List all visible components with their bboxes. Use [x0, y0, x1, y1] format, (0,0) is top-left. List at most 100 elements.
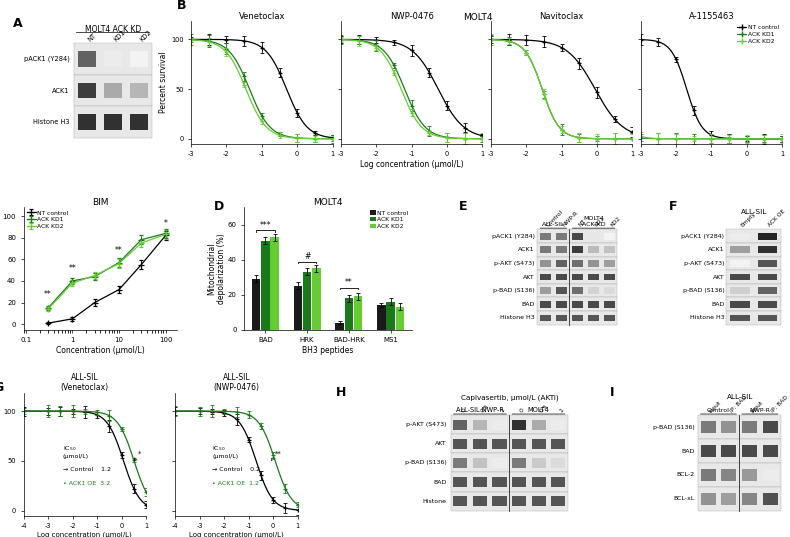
X-axis label: Log concentration (μmol/L): Log concentration (μmol/L) — [37, 532, 132, 537]
Text: G: G — [0, 381, 3, 394]
Text: MOLT4: MOLT4 — [463, 13, 493, 23]
Text: → Control    1.2: → Control 1.2 — [63, 467, 111, 471]
Bar — [453, 496, 468, 506]
Bar — [492, 496, 506, 506]
Text: Input: Input — [750, 400, 764, 414]
Text: BAD: BAD — [433, 480, 446, 484]
Bar — [252, 279, 261, 330]
Bar — [763, 469, 777, 481]
Text: p-AKT (S473): p-AKT (S473) — [684, 261, 724, 266]
Bar — [555, 287, 567, 294]
Bar — [588, 260, 600, 267]
Bar — [336, 323, 344, 330]
Text: **: ** — [345, 278, 352, 287]
Text: IP: BAD: IP: BAD — [729, 395, 747, 414]
Bar — [758, 246, 777, 253]
Text: Empty: Empty — [740, 211, 757, 228]
Bar — [540, 315, 551, 321]
Text: pACK1 (Y284): pACK1 (Y284) — [491, 234, 535, 238]
Bar — [572, 233, 583, 240]
Bar — [377, 305, 386, 330]
Bar — [742, 469, 757, 481]
Bar — [701, 445, 716, 457]
Bar — [588, 233, 600, 240]
Text: BCL-xL: BCL-xL — [673, 496, 694, 501]
Y-axis label: Percent survival: Percent survival — [0, 424, 2, 485]
X-axis label: BH3 peptides: BH3 peptides — [303, 346, 354, 355]
Title: Navitoclax: Navitoclax — [540, 12, 584, 21]
Bar — [532, 420, 546, 430]
Bar — [555, 315, 567, 321]
Text: Histone H3: Histone H3 — [690, 315, 724, 321]
Title: A-1155463: A-1155463 — [689, 12, 734, 21]
Bar — [572, 246, 583, 253]
Bar — [555, 233, 567, 240]
Bar — [698, 415, 781, 439]
Bar — [450, 453, 568, 473]
Text: pACK1 (Y284): pACK1 (Y284) — [24, 56, 70, 62]
Text: Input: Input — [708, 400, 722, 414]
Bar — [492, 439, 506, 448]
Text: #: # — [304, 252, 310, 261]
Bar — [604, 301, 615, 308]
Text: AKT: AKT — [523, 274, 535, 280]
Y-axis label: Mitochondrial
depolarization (%): Mitochondrial depolarization (%) — [207, 233, 227, 304]
Text: E: E — [459, 200, 468, 213]
Bar — [303, 272, 311, 330]
Bar — [551, 439, 565, 448]
Bar — [551, 420, 565, 430]
Text: 0: 0 — [461, 408, 467, 414]
Bar — [540, 287, 551, 294]
Bar — [730, 274, 750, 280]
Bar — [726, 270, 781, 284]
Bar — [492, 477, 506, 487]
Text: D: D — [214, 200, 224, 213]
Bar — [344, 298, 353, 330]
Bar — [730, 301, 750, 308]
Bar — [537, 311, 618, 325]
Bar — [721, 445, 736, 457]
Bar — [537, 270, 618, 284]
Bar — [104, 114, 122, 130]
Title: ALL-SIL
(Venetoclax): ALL-SIL (Venetoclax) — [61, 373, 109, 393]
Bar — [312, 268, 321, 330]
Bar — [572, 260, 583, 267]
Bar — [453, 420, 468, 430]
Text: **: ** — [69, 264, 77, 273]
Text: NT: NT — [577, 219, 587, 228]
Bar — [758, 301, 777, 308]
Text: F: F — [668, 200, 677, 213]
Bar — [572, 274, 583, 280]
Text: IC$_{50}$
(μmol/L): IC$_{50}$ (μmol/L) — [212, 445, 239, 459]
Text: p-AKT (S473): p-AKT (S473) — [406, 422, 446, 427]
Bar — [453, 439, 468, 448]
Y-axis label: Percent survival: Percent survival — [159, 52, 168, 113]
Bar — [726, 243, 781, 257]
Text: • ACK1 OE  3.2: • ACK1 OE 3.2 — [63, 481, 110, 487]
Text: *: * — [164, 219, 167, 228]
Bar — [473, 439, 487, 448]
Bar — [763, 445, 777, 457]
Bar — [726, 297, 781, 311]
Bar — [512, 439, 526, 448]
Bar — [588, 315, 600, 321]
Text: ACK1: ACK1 — [708, 248, 724, 252]
Text: ALL-SIL: ALL-SIL — [542, 222, 565, 227]
Text: 0.5: 0.5 — [539, 404, 549, 414]
Bar — [604, 246, 615, 253]
Bar — [396, 307, 404, 330]
Text: KD2: KD2 — [139, 28, 153, 42]
Title: ALL-SIL
(NWP-0476): ALL-SIL (NWP-0476) — [213, 373, 260, 393]
Bar — [540, 260, 551, 267]
Text: A: A — [13, 17, 23, 30]
Text: BCL-2: BCL-2 — [677, 473, 694, 477]
Bar — [473, 477, 487, 487]
Bar — [450, 491, 568, 511]
Bar — [726, 311, 781, 325]
Text: KD1: KD1 — [593, 216, 605, 228]
Bar — [473, 458, 487, 468]
X-axis label: Log concentration (μmol/L): Log concentration (μmol/L) — [360, 160, 464, 169]
Bar — [512, 458, 526, 468]
X-axis label: Log concentration (μmol/L): Log concentration (μmol/L) — [189, 532, 284, 537]
Text: p-BAD (S136): p-BAD (S136) — [404, 460, 446, 466]
